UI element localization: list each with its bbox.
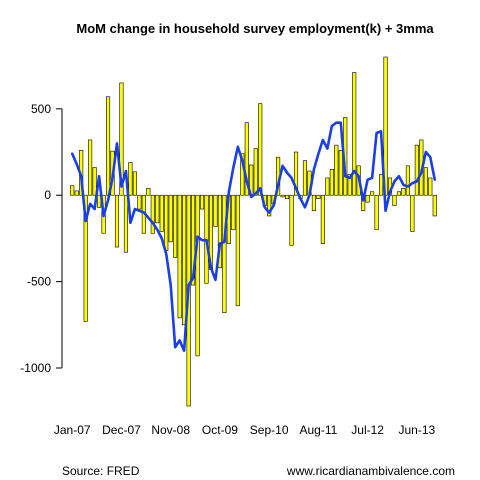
bar <box>285 194 290 199</box>
bar <box>396 191 401 196</box>
bar <box>222 194 227 314</box>
bar <box>302 160 308 196</box>
bar <box>329 169 334 196</box>
bar <box>311 194 316 212</box>
bar <box>217 194 222 269</box>
x-tick-label: Sep-10 <box>250 423 289 437</box>
bar <box>267 194 272 217</box>
bar <box>146 188 151 196</box>
bar <box>432 194 437 217</box>
bar <box>92 167 97 196</box>
bar <box>177 194 182 319</box>
bar <box>320 194 325 244</box>
bar <box>132 171 137 196</box>
bar <box>392 194 397 206</box>
series-line-3mma <box>70 121 437 353</box>
y-tick-label: 0 <box>44 188 51 202</box>
y-tick-label: -500 <box>27 275 51 289</box>
plot-area <box>70 56 437 407</box>
bar <box>159 194 164 232</box>
x-tick-label: Oct-09 <box>202 423 238 437</box>
x-tick-label: Dec-07 <box>102 423 141 437</box>
bar <box>83 194 88 322</box>
bar <box>325 177 330 196</box>
bar <box>88 139 93 196</box>
bar <box>293 151 299 196</box>
x-tick-label: Jul-12 <box>351 423 384 437</box>
bar <box>199 194 205 210</box>
bar <box>316 194 321 199</box>
x-axis: Jan-07 Dec-07 Nov-08 Oct-09 Sep-10 Aug-11 Jul-… <box>54 423 436 437</box>
bar <box>119 82 124 196</box>
bar <box>213 194 218 227</box>
bar <box>379 174 384 196</box>
bar <box>114 194 120 248</box>
bar <box>231 194 236 231</box>
x-tick-label: Aug-11 <box>299 423 337 437</box>
bar <box>106 96 111 196</box>
bar <box>405 165 410 196</box>
bar <box>347 174 352 196</box>
bar <box>128 162 133 196</box>
bar <box>137 194 142 210</box>
bar <box>150 194 155 234</box>
x-tick-label: Jun-13 <box>399 423 436 437</box>
bar <box>410 194 415 232</box>
bar <box>374 194 379 231</box>
bar <box>74 190 79 196</box>
chart-title: MoM change in household survey employmen… <box>76 21 434 36</box>
bar <box>334 144 339 196</box>
bar <box>191 194 196 286</box>
bar <box>280 194 285 198</box>
bar <box>338 150 343 196</box>
x-tick-label: Nov-08 <box>151 423 190 437</box>
bar <box>370 191 375 196</box>
bar <box>401 188 406 196</box>
bar <box>195 194 200 357</box>
bar <box>428 177 433 196</box>
bar <box>244 122 249 196</box>
y-tick-label: 500 <box>31 102 51 116</box>
bar <box>253 148 258 196</box>
bar <box>289 194 294 246</box>
bar <box>123 194 128 253</box>
source-note: Source: FRED <box>62 464 140 478</box>
bar <box>365 194 370 203</box>
bar <box>352 72 357 196</box>
bar <box>155 194 160 224</box>
bar <box>182 194 187 326</box>
bar <box>173 194 178 258</box>
bar <box>423 167 428 196</box>
website-note: www.ricardianambivalence.com <box>286 464 455 478</box>
y-axis: 500 0 -500 -1000 <box>20 102 63 375</box>
bar <box>164 194 169 251</box>
bar <box>258 103 263 196</box>
x-tick-label: Jan-07 <box>54 423 91 437</box>
bar <box>235 194 240 307</box>
bar <box>414 144 419 196</box>
bar <box>70 185 75 196</box>
bar <box>168 194 173 243</box>
y-tick-label: -1000 <box>20 361 51 375</box>
